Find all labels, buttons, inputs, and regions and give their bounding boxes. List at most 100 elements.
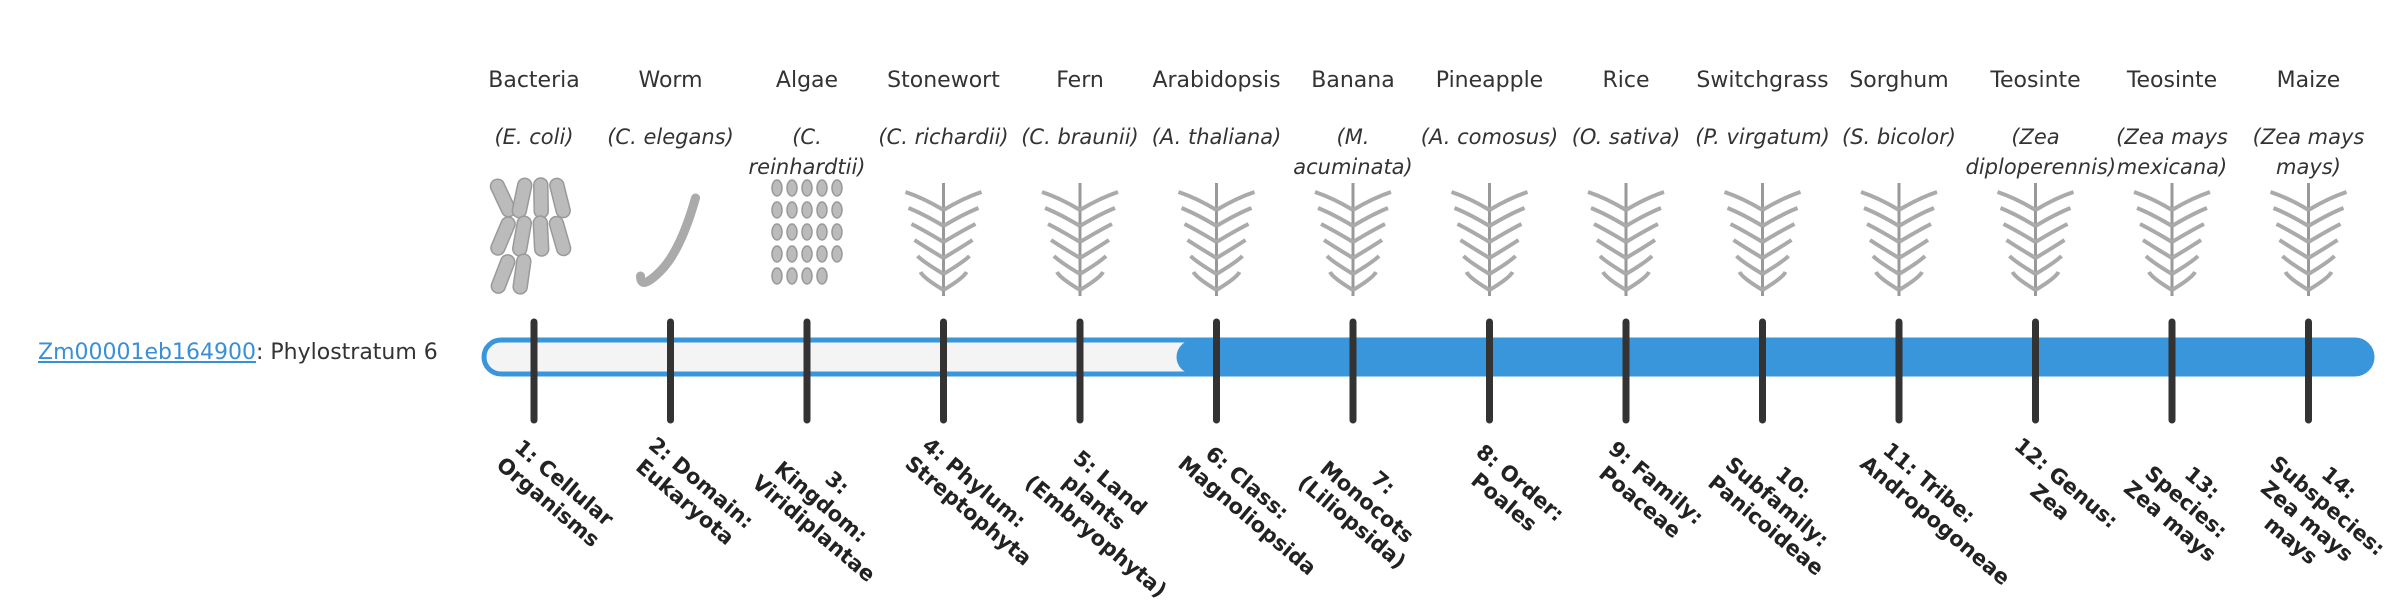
icon-shape [2133,190,2174,212]
icon-shape [2034,222,2069,244]
icon-shape [490,216,516,256]
icon-shape [1459,238,1491,260]
icon-shape [1726,206,1764,228]
icon-shape [1215,206,1253,228]
icon-shape [942,254,971,276]
icon-shape [2008,254,2037,276]
icon-shape [786,179,798,197]
icon-shape [2147,270,2174,292]
icon-shape [904,190,945,212]
gene-header: Zm00001eb164900: Phylostratum 6 [38,340,438,365]
icon-shape [816,223,828,241]
icon-shape [831,223,843,241]
icon-shape [1897,238,1930,260]
icon-shape [1761,206,1799,228]
icon-shape [1488,238,1520,260]
icon-shape [1049,238,1082,260]
icon-shape [2005,238,2037,260]
icon-shape [1314,190,1355,212]
icon-shape [1595,238,1628,260]
icon-shape [1078,254,1108,276]
species-name: (C. reinhardtii) [748,125,866,179]
icon-shape [1177,190,1218,212]
species-name: (C. elegans) [607,125,734,149]
icon-shape [1624,270,1651,292]
icon-shape [2136,206,2174,228]
icon-shape [1078,222,1113,244]
icon-shape [1729,222,1764,244]
icon-shape [2275,222,2310,244]
icon-shape [2272,206,2310,228]
icon-shape [801,245,813,263]
icon-shape [1055,270,1082,292]
organism-name: Banana [1311,68,1395,93]
organism-name: Worm [638,68,703,93]
icon-shape [942,190,983,212]
icons [489,177,2348,296]
icon-shape [1761,270,1788,292]
icon-shape [913,238,945,260]
icon-shape [1078,238,1111,260]
icon-shape [1624,254,1654,276]
gene-link[interactable]: Zm00001eb164900 [38,340,256,365]
icon-shape [2034,270,2061,292]
icon-shape [1180,206,1218,228]
icon-shape [1732,238,1764,260]
icon-shape [1191,270,1218,292]
icon-shape [771,179,783,197]
icon-shape [1215,254,1244,276]
icon-shape [549,177,571,219]
icon-shape [1868,238,1901,260]
organism-name: Maize [2276,68,2341,93]
icon-shape [1215,270,1242,292]
icon-shape [1462,254,1491,276]
icon-shape [1624,206,1662,228]
icon-shape [1761,190,1802,212]
icon-shape [786,201,798,219]
icon-shape [533,177,549,219]
icon-shape [816,179,828,197]
icon-shape [1761,222,1796,244]
icon-shape [2034,190,2075,212]
icon-shape [2144,254,2174,276]
icon-shape [2281,254,2310,276]
icon-shape [1186,238,1218,260]
icon-shape [2170,222,2205,244]
organism-name: Pineapple [1435,68,1544,93]
icon-shape [1735,254,1764,276]
icon-shape [771,245,783,263]
icon-shape [1215,238,1247,260]
icon-shape [831,179,843,197]
icon-shape [2307,238,2339,260]
icon-shape [2307,206,2345,228]
organism-name: Arabidopsis [1152,68,1281,93]
icon-shape [2170,254,2200,276]
icon-shape [816,245,828,263]
organism-name: Stonewort [887,68,1000,93]
bar-fill [1176,340,2374,374]
icon-shape [490,254,516,294]
icon-shape [1351,190,1392,212]
icon-shape [2010,270,2037,292]
icon-shape [532,215,550,257]
icon-shape [2139,222,2174,244]
icon-shape [1624,190,1665,212]
species-name: (Zea mays mays) [2252,125,2365,179]
icon-shape [1624,238,1657,260]
organism-name: Algae [775,68,839,93]
icon-shape [1897,190,1938,212]
icon-shape [2170,190,2211,212]
icon-shape [1860,190,1901,212]
icon-shape [489,178,517,218]
icon-shape [1215,222,1250,244]
icon-shape [801,179,813,197]
icon-shape [1328,270,1355,292]
icon-shape [2141,238,2174,260]
icon-shape [1996,190,2037,212]
species-name: (S. bicolor) [1842,125,1956,149]
icon-shape [2034,254,2063,276]
species-name: (A. comosus) [1420,125,1559,149]
icon-shape [816,267,828,285]
species-name: (C. braunii) [1021,125,1139,149]
icon-shape [1737,270,1764,292]
